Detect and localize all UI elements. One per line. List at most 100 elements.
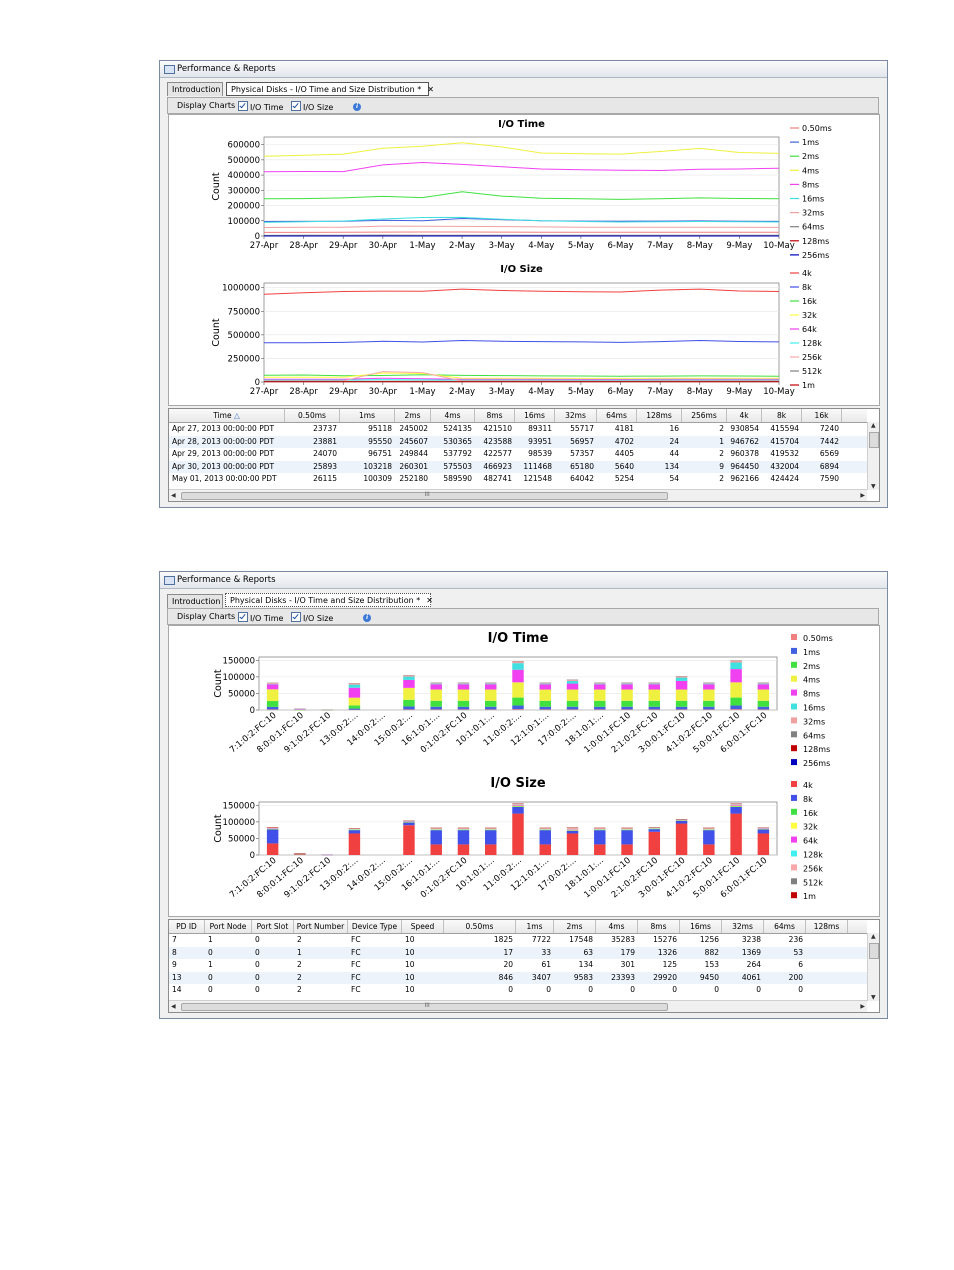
column-header[interactable]: 16ms [680,920,722,933]
bar-segment [485,706,497,710]
column-header[interactable]: 256ms [682,409,727,422]
column-header[interactable]: 16k [802,409,842,422]
column-header[interactable]: 32ms [555,409,597,422]
table-row[interactable]: Apr 30, 2013 00:00:00 PDT 25893 103218 2603… [169,460,867,473]
series-line [263,142,780,157]
scroll-down-icon[interactable]: ▼ [871,483,876,490]
tab-physical-disks[interactable]: Physical Disks - I/O Time and Size Distr… [226,82,434,96]
horizontal-scrollbar[interactable]: III ◀ ▶ [169,1000,867,1012]
scroll-thumb[interactable]: III [181,491,668,500]
horizontal-scrollbar[interactable]: III ◀ ▶ [169,489,867,501]
chart-title: I/O Size [500,264,543,275]
scroll-up-icon[interactable]: ▲ [871,933,876,940]
column-header[interactable]: 1ms [516,920,554,933]
column-header[interactable]: Port Slot [252,920,294,933]
column-header[interactable]: 64ms [764,920,806,933]
column-header[interactable]: Speed [402,920,444,933]
tab-physical-disks[interactable]: Physical Disks - I/O Time and Size Distr… [225,593,433,607]
io-size-checkbox[interactable]: I/O Size [291,612,333,623]
column-header[interactable]: 2ms [554,920,596,933]
scroll-down-icon[interactable]: ▼ [871,994,876,1001]
bar-segment [457,706,470,710]
io-time-checkbox[interactable]: I/O Time [238,612,283,623]
tab-introduction[interactable]: Introduction [167,82,223,96]
scroll-right-icon[interactable]: ▶ [860,492,865,499]
bar-segment [539,682,551,684]
column-header[interactable]: Device Type [348,920,402,933]
x-tick-label: 30-Apr [369,241,398,251]
column-header[interactable]: 128ms [637,409,682,422]
bar-segment [403,825,415,855]
table-row[interactable]: May 01, 2013 00:00:00 PDT 26115 100309 2521… [169,473,867,486]
chart-title: I/O Time [488,631,549,646]
column-header[interactable]: 0.50ms [444,920,516,933]
tab-introduction[interactable]: Introduction [167,594,223,608]
column-header[interactable]: 64ms [597,409,637,422]
io-time-checkbox[interactable]: I/O Time [238,101,283,112]
window-title: Performance & Reports [177,575,276,585]
bar-segment [512,661,524,664]
scroll-left-icon[interactable]: ◀ [171,492,176,499]
column-header[interactable]: 4ms [596,920,638,933]
column-header[interactable]: 2ms [395,409,431,422]
scroll-thumb[interactable] [869,432,879,448]
table-cell: 10 [405,972,415,982]
series-line [263,191,780,200]
plot-area [263,282,780,383]
table-row[interactable]: Apr 27, 2013 00:00:00 PDT 23737 95118 24500… [169,423,867,436]
column-header[interactable]: 4k [727,409,762,422]
column-header[interactable]: Time △ [169,409,285,422]
table-row[interactable]: 8 0 0 1 FC 10 17 33 63 179 1326 882 1369 53 [169,946,867,959]
scroll-left-icon[interactable]: ◀ [171,1003,176,1010]
table-row[interactable]: 9 1 0 2 FC 10 20 61 134 301 125 153 264 6 [169,959,867,972]
table-cell: 424424 [770,474,799,483]
x-tick-label: 10-May [763,387,794,397]
close-tab-icon[interactable]: ✕ [426,596,433,605]
charts-panel: I/O Time 0 50000 100000 150000 Count 7:1:0:2:F… [168,625,880,917]
info-icon[interactable]: i [363,612,371,622]
table-cell: 575503 [443,461,472,471]
column-header[interactable]: 1ms [340,409,395,422]
scroll-thumb[interactable] [869,943,879,959]
table-cell: 0 [255,960,260,969]
legend-swatch [791,647,797,654]
vertical-scrollbar[interactable]: ▲ ▼ [867,422,879,490]
vertical-scrollbar[interactable]: ▲ ▼ [867,933,879,1001]
column-header[interactable]: 0.50ms [285,409,340,422]
column-header[interactable]: 8ms [638,920,680,933]
table-row[interactable]: Apr 29, 2013 00:00:00 PDT 24070 96751 24984… [169,448,867,461]
legend-swatch [791,717,797,724]
column-header[interactable]: 32ms [722,920,764,933]
close-tab-icon[interactable]: ✕ [427,85,434,94]
column-header[interactable]: Port Number [294,920,348,933]
column-header[interactable]: Port Node [205,920,252,933]
io-size-checkbox[interactable]: I/O Size [291,101,333,112]
column-header[interactable]: 16ms [515,409,555,422]
bar-segment [703,828,715,829]
scroll-thumb[interactable]: III [181,1002,668,1011]
table-row[interactable]: Apr 28, 2013 00:00:00 PDT 23881 95550 24560… [169,435,867,448]
table-cell: 0 [208,947,213,957]
column-header[interactable]: 4ms [431,409,475,422]
legend: 4k 8k 16k 32k 64k 128k 256k 512k 1m [791,781,823,901]
table-cell: 245002 [399,424,428,433]
legend-label: 0.50ms [802,124,832,133]
checkbox-checked-icon [291,101,301,111]
bar-segment [566,700,579,707]
column-header[interactable]: 8k [762,409,802,422]
info-icon[interactable]: i [353,101,361,111]
series-line [263,161,780,173]
scroll-up-icon[interactable]: ▲ [871,422,876,429]
column-header[interactable]: PD ID [169,920,205,933]
table-row[interactable]: 13 0 0 2 FC 10 846 3407 9583 23393 29920 9450 4061 20… [169,971,867,984]
scroll-right-icon[interactable]: ▶ [860,1003,865,1010]
column-header[interactable]: 8ms [475,409,515,422]
bar-segment [348,687,361,698]
column-header[interactable]: 128ms [806,920,848,933]
chart-window-icon [164,65,175,74]
bar-segment [403,676,415,680]
table-row[interactable]: 7 1 0 2 FC 10 1825 7722 17548 35283 15276 1256 3238 2… [169,934,867,947]
legend-swatch [791,634,797,640]
table-row[interactable]: 14 0 0 2 FC 10 0 0 0 0 0 0 0 0 [169,984,867,997]
legend-label: 1ms [802,138,819,147]
